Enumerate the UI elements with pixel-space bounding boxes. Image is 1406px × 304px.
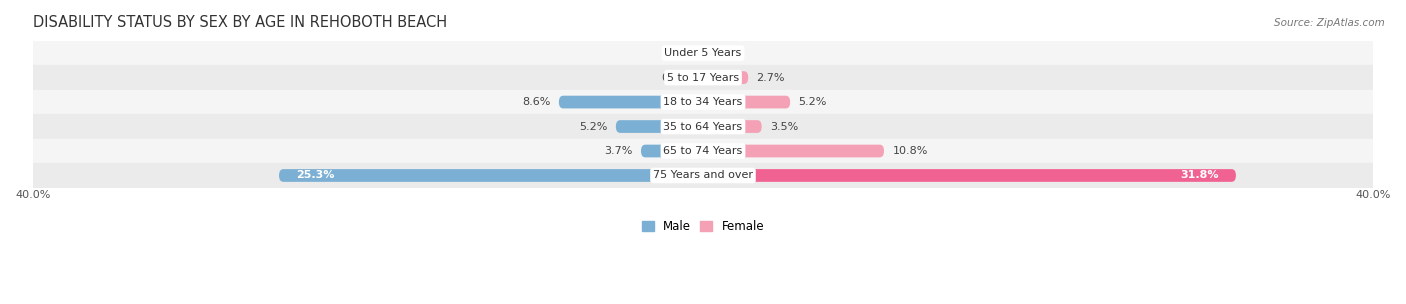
FancyBboxPatch shape — [278, 169, 703, 182]
Text: DISABILITY STATUS BY SEX BY AGE IN REHOBOTH BEACH: DISABILITY STATUS BY SEX BY AGE IN REHOB… — [32, 15, 447, 30]
Text: 0.0%: 0.0% — [717, 48, 745, 58]
Text: 5.2%: 5.2% — [799, 97, 827, 107]
Text: 3.7%: 3.7% — [605, 146, 633, 156]
Text: 8.6%: 8.6% — [522, 97, 551, 107]
Bar — [32, 90, 1374, 114]
FancyBboxPatch shape — [703, 145, 884, 157]
Text: Source: ZipAtlas.com: Source: ZipAtlas.com — [1274, 18, 1385, 28]
FancyBboxPatch shape — [641, 145, 703, 157]
Legend: Male, Female: Male, Female — [637, 215, 769, 238]
Bar — [32, 114, 1374, 139]
Text: 10.8%: 10.8% — [893, 146, 928, 156]
FancyBboxPatch shape — [558, 96, 703, 109]
FancyBboxPatch shape — [616, 120, 703, 133]
Text: 25.3%: 25.3% — [295, 171, 335, 181]
Text: 5 to 17 Years: 5 to 17 Years — [666, 73, 740, 83]
Text: 31.8%: 31.8% — [1181, 171, 1219, 181]
FancyBboxPatch shape — [703, 169, 1236, 182]
FancyBboxPatch shape — [703, 96, 790, 109]
Text: 0.0%: 0.0% — [661, 48, 689, 58]
Bar — [32, 163, 1374, 188]
Text: 2.7%: 2.7% — [756, 73, 785, 83]
FancyBboxPatch shape — [703, 120, 762, 133]
Text: 75 Years and over: 75 Years and over — [652, 171, 754, 181]
FancyBboxPatch shape — [703, 71, 748, 84]
Text: Under 5 Years: Under 5 Years — [665, 48, 741, 58]
Text: 0.0%: 0.0% — [661, 73, 689, 83]
Bar — [32, 41, 1374, 65]
Text: 5.2%: 5.2% — [579, 122, 607, 132]
Text: 18 to 34 Years: 18 to 34 Years — [664, 97, 742, 107]
Text: 65 to 74 Years: 65 to 74 Years — [664, 146, 742, 156]
Text: 3.5%: 3.5% — [770, 122, 799, 132]
Bar — [32, 65, 1374, 90]
Bar — [32, 139, 1374, 163]
Text: 35 to 64 Years: 35 to 64 Years — [664, 122, 742, 132]
